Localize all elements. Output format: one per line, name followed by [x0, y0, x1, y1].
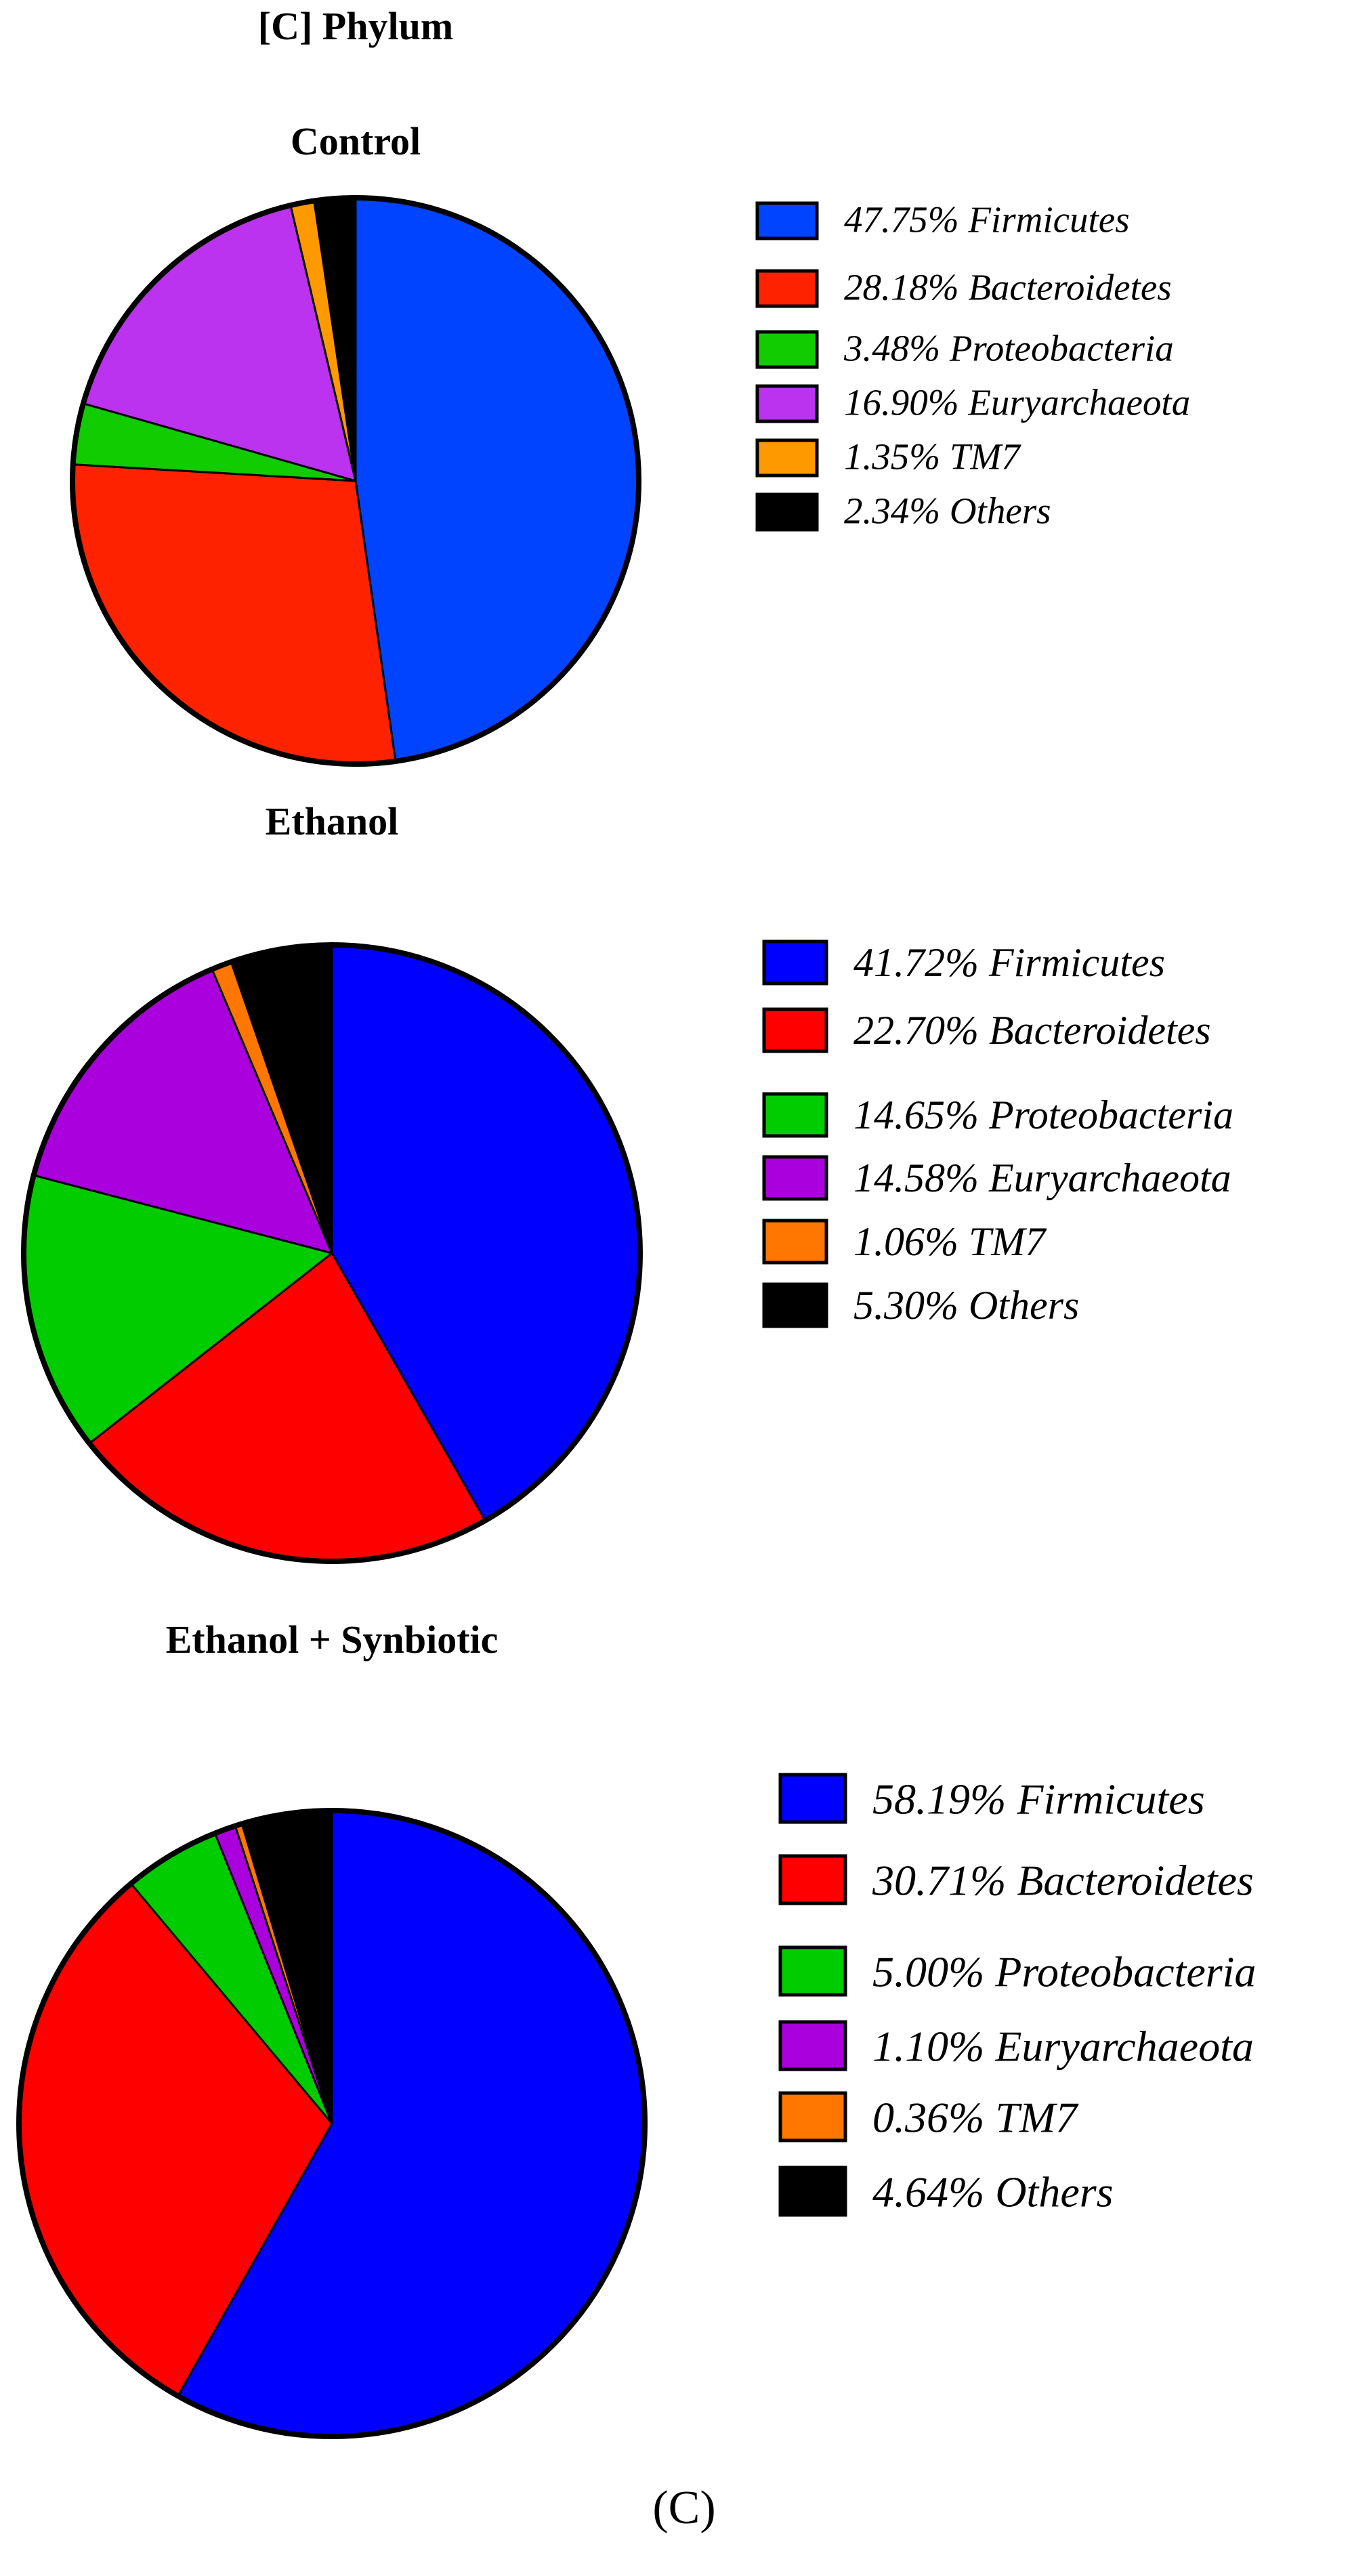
legend-swatch: [778, 2166, 847, 2217]
legend-label: 1.35% TM7: [844, 436, 1021, 478]
legend-swatch: [755, 492, 819, 532]
legend-label: 5.00% Proteobacteria: [872, 1947, 1256, 1996]
legend-label: 47.75% Firmicutes: [844, 199, 1130, 240]
legend-swatch: [762, 1155, 828, 1201]
legend-label: 1.10% Euryarchaeota: [872, 2022, 1254, 2070]
pie-chart-ethanol-synbiotic: Ethanol + Synbiotic 58.19% Firmicutes 30.…: [16, 1618, 1256, 2439]
pie-chart-control: Control 47.75% Firmicutes 28.18% Bacteroi…: [70, 119, 1190, 767]
pie-chart-ethanol: Ethanol 41.72% Firmicutes 22.70% Bacteroi…: [21, 799, 1233, 1564]
legend-swatch: [778, 1773, 847, 1824]
legend-label: 1.06% TM7: [853, 1219, 1047, 1264]
legend-label: 41.72% Firmicutes: [853, 940, 1165, 985]
legend-swatch: [778, 1854, 847, 1905]
pie-slice-bacteroidetes: [71, 463, 397, 765]
pie-outline: [16, 1808, 648, 2439]
legend-swatch: [755, 438, 819, 478]
legend-swatch: [755, 330, 819, 369]
legend-label: 58.19% Firmicutes: [872, 1775, 1205, 1823]
legend-label: 2.34% Others: [844, 490, 1051, 532]
legend-label: 0.36% TM7: [872, 2093, 1079, 2141]
legend-label: 4.64% Others: [872, 2168, 1114, 2216]
pie-title: Ethanol + Synbiotic: [166, 1618, 499, 1662]
legend-label: 22.70% Bacteroidetes: [853, 1008, 1211, 1053]
legend-label: 30.71% Bacteroidetes: [872, 1856, 1254, 1904]
legend-swatch: [755, 384, 819, 423]
pie-outline: [70, 195, 641, 767]
legend-label: 28.18% Bacteroidetes: [844, 267, 1172, 308]
panel-caption: (C): [652, 2482, 715, 2534]
legend-label: 16.90% Euryarchaeota: [844, 382, 1190, 423]
pie-outline: [21, 942, 643, 1564]
legend-swatch: [762, 1092, 828, 1138]
legend-swatch: [762, 1282, 828, 1328]
legend-swatch: [755, 269, 819, 308]
legend-swatch: [778, 1945, 847, 1997]
legend: 47.75% Firmicutes 28.18% Bacteroidetes 3.4…: [755, 199, 1190, 532]
legend-label: 14.58% Euryarchaeota: [853, 1156, 1231, 1200]
pie-title: Ethanol: [266, 799, 399, 843]
pie-title: Control: [291, 119, 421, 163]
legend-swatch: [755, 201, 819, 240]
legend: 41.72% Firmicutes 22.70% Bacteroidetes 14.…: [762, 939, 1233, 1328]
legend-swatch: [778, 2091, 847, 2142]
legend-label: 3.48% Proteobacteria: [843, 328, 1174, 369]
legend-swatch: [762, 939, 828, 986]
legend-swatch: [762, 1007, 828, 1053]
legend-swatch: [762, 1219, 828, 1265]
legend: 58.19% Firmicutes 30.71% Bacteroidetes 5.0…: [778, 1773, 1256, 2217]
legend-swatch: [778, 2020, 847, 2071]
legend-label: 14.65% Proteobacteria: [853, 1093, 1233, 1137]
legend-label: 5.30% Others: [853, 1283, 1079, 1328]
pie-slice-firmicutes: [354, 196, 640, 763]
panel-title: [C] Phylum: [258, 4, 453, 48]
